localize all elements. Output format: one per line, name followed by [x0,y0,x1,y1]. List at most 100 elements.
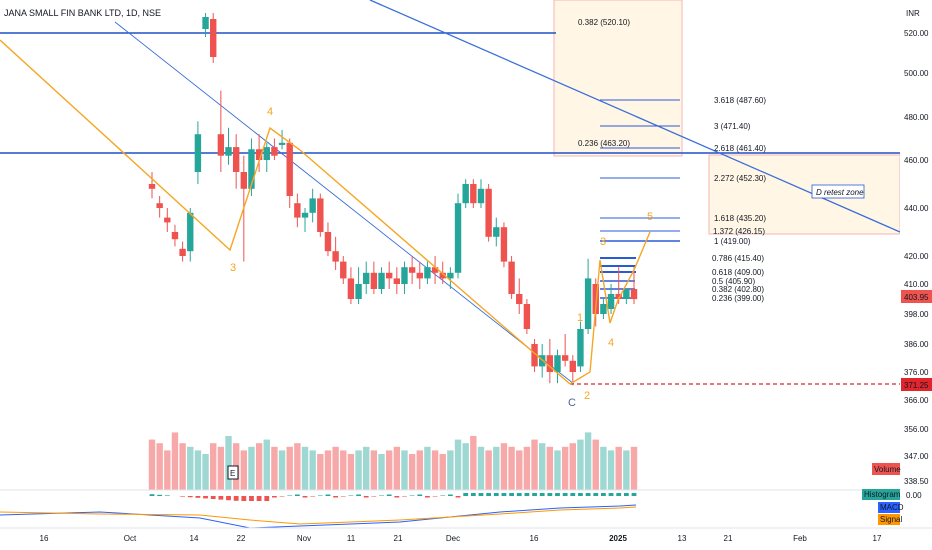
volume-bar [278,450,286,490]
macd-histogram-bar [585,493,591,496]
retest-zone [708,154,901,235]
volume-bar [500,443,508,490]
volume-bar [600,446,607,490]
candle-body [493,227,500,237]
macd-histogram-bar [249,496,254,501]
price-tick: 410.00 [904,280,929,289]
macd-histogram-bar [532,493,537,496]
macd-histogram-bar [325,494,331,496]
macd-histogram-bar [425,496,430,498]
candle-body [248,149,255,189]
candle-body [408,267,416,273]
volume-bar [408,454,416,490]
volume-bar [561,446,569,490]
event-marker-box [227,465,239,480]
wave-label-C: C [568,397,576,409]
price-tick: 460.00 [904,156,929,165]
volume-bar [202,454,209,490]
volume-bar [615,446,622,490]
macd-histogram-bar [164,495,170,496]
macd-histogram-bar [623,493,629,496]
candle-body [271,147,278,156]
wave-label-4: 4 [267,106,273,118]
macd-histogram-bar [195,496,201,498]
volume-bar [156,443,163,490]
candle-body [294,203,301,218]
volume-bar [462,443,469,490]
candle-body [454,203,462,273]
volume-bar [554,450,561,490]
wave-label-3: 3 [600,236,606,248]
candle-body [309,198,316,213]
fib-label: 1.618 (435.20) [714,214,766,223]
macd-histogram-bar [455,496,461,498]
candle-body [317,198,324,232]
candle-body [470,184,477,204]
lower-trendline [114,21,575,385]
macd-histogram-bar [578,493,583,496]
macd-histogram-bar [279,496,285,497]
macd-legend-box [878,502,900,513]
price-tick: 347.00 [904,452,929,461]
price-tick: 440.00 [904,204,929,213]
volume-bar [477,446,485,490]
macd-histogram-bar [486,493,492,496]
volume-bar [263,439,270,490]
event-marker: E [230,469,235,478]
wave-line-left [0,39,571,385]
candle-body [156,203,163,208]
macd-line [0,504,637,529]
candle-body [485,188,492,237]
volume-bar [340,450,347,490]
fib-label: 2.272 (452.30) [714,174,766,183]
candle-body [332,251,339,262]
volume-bar [546,446,554,490]
macd-histogram-bar [432,496,438,497]
fib-label: 3 (471.40) [714,122,751,131]
macd-histogram-bar [264,496,270,501]
annotation-label: D retest zone [816,188,864,197]
candle-body [554,355,561,372]
volume-bar [623,450,630,490]
volume-bar [378,454,385,490]
fib-upper-label: 0.382 (520.10) [578,18,630,27]
volume-bar [347,454,355,490]
time-tick: 16 [530,534,539,543]
fib-label: 0.236 (399.00) [712,294,764,303]
candle-body [623,289,630,299]
macd-legend: MACD [880,503,904,512]
macd-histogram-bar [241,496,247,501]
candle-body [607,294,615,309]
volume-bar [210,443,217,490]
macd-histogram-bar [203,496,208,499]
candle-body [179,248,186,256]
volume-bar [164,450,171,490]
candle-body [462,184,469,204]
volume-bar [508,446,515,490]
volume-bar [217,446,225,490]
macd-histogram-bar [470,493,476,496]
volume-bar [370,450,378,490]
macd-histogram-bar [447,494,453,496]
time-tick: 13 [678,534,687,543]
macd-histogram-bar [157,494,163,496]
macd-histogram-bar [302,496,308,498]
volume-bar [187,446,194,490]
time-tick: Feb [793,534,807,543]
volume-bar [493,446,500,490]
candle-body [592,284,599,314]
macd-histogram-bar [409,495,415,496]
volume-bar [255,443,263,490]
price-tick: 366.00 [904,396,929,405]
candle-body [263,147,270,160]
candle-body [225,147,232,156]
price-tick: 520.00 [904,29,929,38]
macd-histogram-bar [226,496,231,501]
volume-bar [485,450,492,490]
macd-histogram-bar [516,493,522,496]
candle-body [171,232,179,240]
candle-body [210,19,217,57]
volume-bar [447,450,454,490]
